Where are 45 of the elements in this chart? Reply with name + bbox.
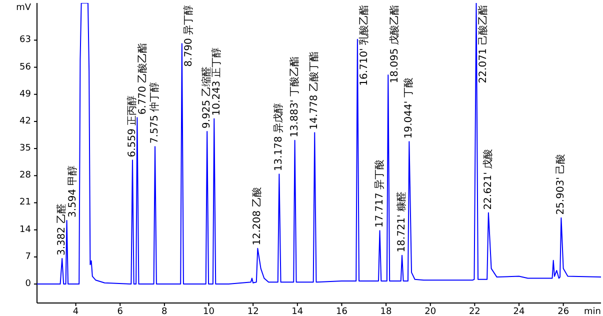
annotation: 18.095 戊酸乙酯 (388, 5, 401, 84)
annotation: 6.559 正丙醇 (126, 95, 138, 158)
annotation: 10.243 正丁醇 (210, 48, 223, 116)
y-tick-label: 63 (20, 35, 31, 46)
x-tick-label: 8 (162, 307, 168, 316)
y-tick-label: 0 (25, 279, 32, 290)
x-tick-label: 16 (336, 307, 348, 316)
annotation: 22.621' 戊酸 (482, 148, 494, 210)
annotation: 7.575 仲丁醇 (148, 82, 160, 144)
x-tick-label: 4 (72, 307, 79, 316)
x-tick-label: 14 (292, 307, 304, 316)
annotation: 8.790 异丁醇 (182, 4, 194, 67)
x-tick-label: 10 (203, 307, 215, 316)
x-tick-label: 12 (247, 307, 259, 316)
annotation: 19.044' 丁酸 (402, 78, 415, 139)
y-tick-label: 56 (20, 62, 32, 72)
annotation: 12.208 乙酸 (251, 187, 264, 246)
x-tick-label: 26 (558, 307, 570, 316)
line-series (37, 3, 601, 285)
x-tick-label: 6 (117, 307, 124, 316)
annotation: 3.594 甲醇 (66, 166, 78, 218)
x-tick-label: 18 (380, 307, 392, 316)
x-tick-label: 22 (468, 307, 480, 316)
annotation: 3.382 乙醛 (56, 204, 68, 256)
annotation: 13.883' 丁酸乙酯 (288, 56, 300, 138)
y-axis-title: mV (16, 3, 32, 13)
annotation: 6.770 乙酸乙酯 (136, 42, 149, 115)
x-tick-label: 24 (513, 307, 526, 316)
y-tick-label: 7 (25, 252, 31, 262)
y-tick-label: 28 (20, 170, 32, 181)
x-tick-label: 20 (424, 307, 436, 316)
y-tick-label: 14 (20, 224, 32, 235)
annotation: 16.710' 乳酸乙酯 (358, 4, 370, 86)
y-tick-label: 42 (20, 116, 31, 126)
annotation: 18.721' 糠醛 (396, 191, 408, 252)
y-tick-label: 35 (20, 144, 31, 154)
annotation: 13.178 异戊醇 (272, 102, 285, 172)
annotation: 22.071 己酸乙酯 (476, 5, 489, 84)
y-tick-label: 21 (20, 198, 31, 208)
y-tick-label: 49 (20, 89, 32, 100)
annotation: 9.925 乙缩醛 (200, 66, 213, 128)
annotation: 25.903' 己酸 (554, 154, 567, 215)
annotation: 17.717 异丁酸 (373, 159, 386, 228)
annotation: 14.778 乙酸丁酯 (308, 52, 320, 130)
x-axis-title: min (584, 307, 601, 316)
